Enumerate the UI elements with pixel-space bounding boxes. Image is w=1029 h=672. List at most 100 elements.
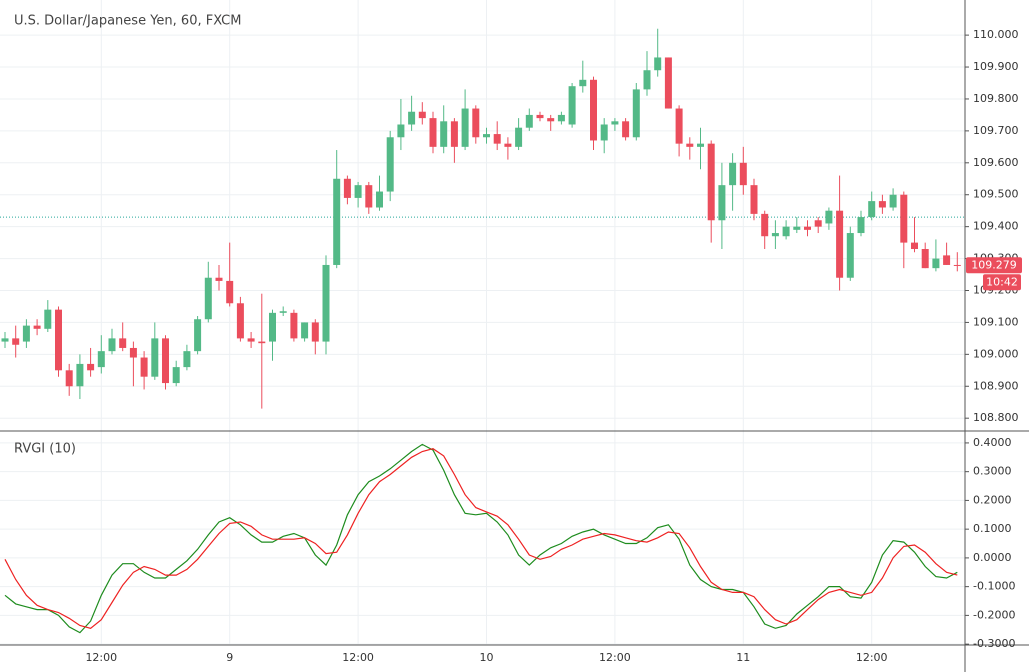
y-tick-label: 109.000: [973, 347, 1019, 360]
candle-body: [322, 264, 330, 342]
candle-body: [525, 114, 533, 128]
candle-body: [204, 277, 212, 320]
candle-body: [568, 86, 576, 125]
candle-body: [440, 121, 448, 147]
y-tick-label: 0.3000: [973, 465, 1012, 478]
candle-body: [215, 277, 223, 281]
grid: [0, 0, 965, 645]
candle-body: [162, 338, 169, 384]
candle-body: [782, 226, 790, 237]
last-price-label: 109.279: [971, 258, 1017, 271]
price-pane: [0, 28, 965, 409]
candle-body: [236, 303, 244, 339]
candle-body: [108, 338, 116, 352]
candle-body: [675, 108, 683, 144]
x-tick-label: 12:00: [342, 651, 374, 664]
candle-body: [461, 108, 469, 147]
candle-body: [44, 309, 52, 329]
candle-body: [889, 194, 897, 208]
candle-body: [697, 143, 704, 147]
candle-body: [761, 213, 769, 237]
candle-body: [397, 124, 405, 138]
candle-body: [547, 118, 555, 122]
candle-body: [194, 319, 202, 352]
candle-body: [408, 111, 416, 125]
candle-body: [418, 111, 426, 119]
candle-body: [804, 226, 811, 230]
y-tick-label: 109.700: [973, 124, 1019, 137]
candle-body: [12, 338, 20, 345]
y-tick-label: 0.1000: [973, 522, 1012, 535]
candle-body: [354, 185, 362, 198]
candle-body: [343, 178, 351, 198]
candle-body: [333, 178, 341, 265]
y-tick-label: 109.400: [973, 220, 1019, 233]
candle-body: [226, 280, 234, 304]
y-tick-label: 108.800: [973, 411, 1019, 424]
candle-body: [664, 57, 672, 109]
candle-body: [129, 347, 137, 358]
candle-body: [311, 322, 319, 342]
candle-body: [301, 322, 309, 339]
y-tick-label: 109.500: [973, 188, 1019, 201]
candle-body: [878, 201, 886, 208]
candle-body: [386, 137, 394, 192]
candle-body: [943, 255, 951, 265]
candle-body: [632, 89, 640, 138]
x-tick-label: 12:00: [599, 651, 631, 664]
y-tick-label: 0.2000: [973, 493, 1012, 506]
candle-body: [857, 217, 865, 234]
candle-body: [814, 220, 822, 227]
candle-body: [504, 143, 512, 147]
candle-body: [600, 124, 608, 141]
candle-body: [472, 108, 480, 138]
candle-body: [900, 194, 908, 243]
candle-body: [643, 70, 651, 90]
indicator-pane: [4, 443, 958, 634]
candle-body: [953, 264, 961, 266]
candle-body: [33, 325, 41, 329]
candle-body: [750, 185, 758, 214]
y-tick-label: 109.100: [973, 315, 1019, 328]
x-tick-label: 9: [226, 651, 233, 664]
candle-body: [97, 351, 105, 368]
candle-body: [247, 338, 255, 342]
candle-body: [793, 226, 801, 230]
candle-body: [258, 341, 266, 344]
candle-body: [868, 201, 876, 218]
candle-body: [376, 191, 383, 208]
candle-body: [1, 338, 9, 342]
candle-body: [771, 233, 779, 237]
candle-body: [450, 121, 458, 147]
y-tick-label: -0.3000: [973, 637, 1015, 650]
y-tick-label: 0.4000: [973, 436, 1012, 449]
candle-body: [536, 114, 544, 119]
candle-body: [739, 162, 747, 186]
candle-body: [825, 210, 833, 224]
candle-body: [119, 338, 127, 348]
candle-body: [729, 162, 737, 186]
indicator-line: [4, 448, 958, 629]
candle-body: [183, 351, 191, 368]
candle-body: [22, 325, 30, 342]
y-tick-label: -0.2000: [973, 608, 1015, 621]
candle-body: [269, 312, 276, 342]
candle-body: [718, 185, 726, 221]
candle-body: [622, 121, 630, 138]
candle-body: [579, 79, 587, 87]
candle-body: [557, 114, 565, 122]
last-price-box: [966, 257, 1022, 274]
candle-body: [76, 363, 84, 387]
candle-body: [932, 258, 940, 269]
labels: 12:00 9 12:00 10 12:00 11 12:00 108.800 108.900 1…: [85, 28, 1022, 664]
countdown-box: [983, 274, 1021, 291]
candle-body: [590, 79, 597, 141]
y-tick-label: 0.0000: [973, 551, 1012, 564]
countdown-label: 10:42: [986, 275, 1018, 288]
chart-title: U.S. Dollar/Japanese Yen, 60, FXCM: [14, 14, 241, 29]
candle-body: [55, 309, 62, 371]
x-tick-label: 11: [736, 651, 750, 664]
y-tick-label: 110.000: [973, 28, 1019, 41]
candle-body: [654, 57, 662, 71]
